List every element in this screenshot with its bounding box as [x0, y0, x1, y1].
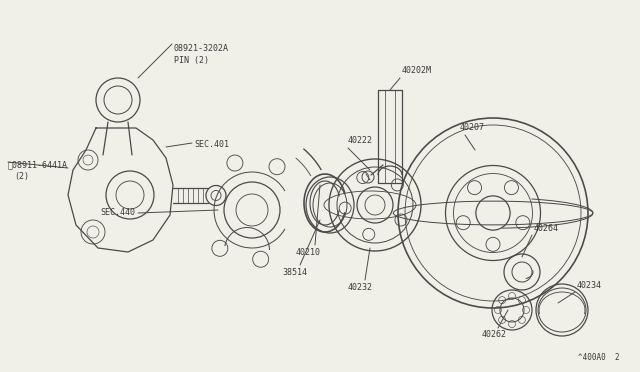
Text: PIN (2): PIN (2) — [174, 56, 209, 65]
Text: ⓝ08911-6441A: ⓝ08911-6441A — [8, 160, 68, 169]
Text: 40210: 40210 — [296, 248, 321, 257]
Text: 40202M: 40202M — [402, 66, 432, 75]
Text: 40207: 40207 — [460, 123, 485, 132]
Text: 40264: 40264 — [534, 224, 559, 233]
Text: 40234: 40234 — [577, 281, 602, 290]
Text: 08921-3202A: 08921-3202A — [174, 44, 229, 53]
Text: SEC.440: SEC.440 — [100, 208, 135, 217]
Text: 40222: 40222 — [348, 136, 373, 145]
Text: 38514: 38514 — [282, 268, 307, 277]
Text: SEC.401: SEC.401 — [194, 140, 229, 149]
Text: (2): (2) — [14, 172, 29, 181]
Text: ^400A0  2: ^400A0 2 — [578, 353, 620, 362]
Text: 40262: 40262 — [481, 330, 506, 339]
Text: 40232: 40232 — [348, 283, 372, 292]
